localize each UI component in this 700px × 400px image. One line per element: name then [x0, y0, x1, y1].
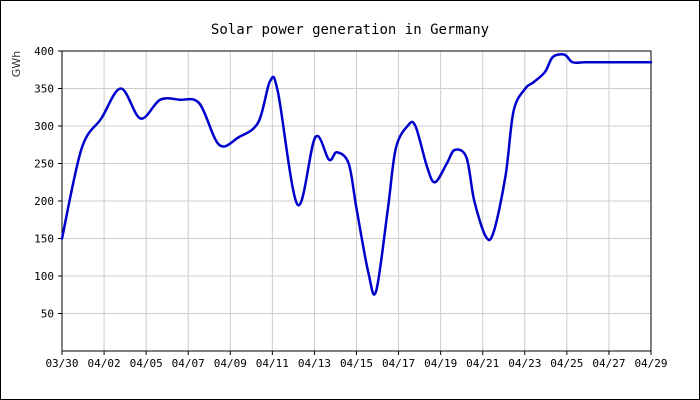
y-axis-label: GWh [10, 51, 23, 77]
y-tick-labels: 50 100 150 200 250 300 350 400 [34, 45, 54, 321]
x-tick-label: 04/17 [382, 357, 415, 370]
y-tick-label: 200 [34, 195, 54, 208]
grid [58, 50, 652, 355]
plot-border [61, 50, 652, 352]
x-tick-label: 04/23 [508, 357, 541, 370]
x-tick-label: 04/21 [466, 357, 499, 370]
axes [61, 50, 652, 352]
x-tick-label: 04/19 [424, 357, 457, 370]
x-tick-labels: 03/30 04/02 04/05 04/07 04/09 04/11 04/13 04/15… [45, 357, 667, 370]
y-tick-label: 100 [34, 270, 54, 283]
x-tick-label: 04/11 [256, 357, 289, 370]
y-tick-label: 150 [34, 233, 54, 246]
y-tick-label: 300 [34, 120, 54, 133]
series-line [60, 53, 653, 296]
x-tick-label: 04/13 [298, 357, 331, 370]
y-tick-label: 400 [34, 45, 54, 58]
x-tick-label: 04/09 [214, 357, 247, 370]
x-tick-label: 04/07 [172, 357, 205, 370]
x-tick-label: 04/02 [88, 357, 121, 370]
x-tick-label: 04/15 [340, 357, 373, 370]
x-tick-label: 04/29 [634, 357, 667, 370]
x-tick-label: 04/05 [130, 357, 163, 370]
y-tick-label: 350 [34, 83, 54, 96]
x-tick-label: 04/27 [592, 357, 625, 370]
y-tick-label: 50 [41, 308, 54, 321]
y-tick-label: 250 [34, 158, 54, 171]
x-tick-label: 03/30 [45, 357, 78, 370]
x-tick-label: 04/25 [550, 357, 583, 370]
chart-title: Solar power generation in Germany [211, 22, 489, 38]
series-layer [60, 53, 653, 296]
